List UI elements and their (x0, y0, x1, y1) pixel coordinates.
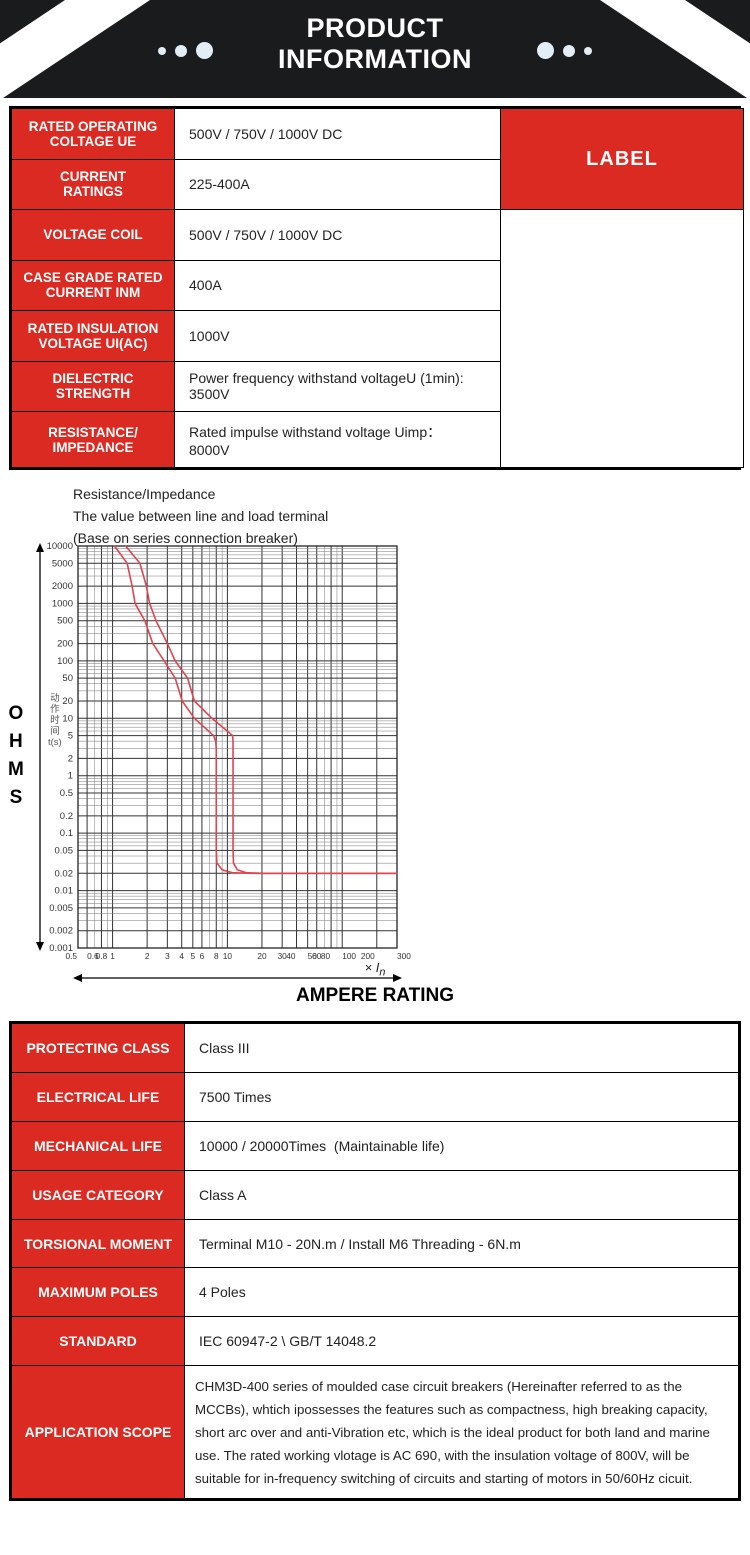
svg-text:0.02: 0.02 (55, 868, 74, 879)
svg-text:50: 50 (62, 673, 73, 684)
svg-text:500: 500 (57, 616, 73, 627)
svg-text:2000: 2000 (52, 581, 73, 592)
svg-text:10000: 10000 (47, 541, 73, 552)
svg-text:5000: 5000 (52, 558, 73, 569)
svg-text:1000: 1000 (52, 598, 73, 609)
svg-text:0.2: 0.2 (60, 811, 73, 822)
svg-text:0.005: 0.005 (49, 903, 73, 914)
svg-text:0.5: 0.5 (60, 788, 73, 799)
svg-text:10: 10 (62, 713, 73, 724)
svg-text:1: 1 (68, 771, 73, 782)
svg-text:200: 200 (57, 639, 73, 650)
svg-text:0.1: 0.1 (60, 828, 73, 839)
svg-text:5: 5 (68, 731, 73, 742)
svg-text:2: 2 (68, 753, 73, 764)
svg-text:0.01: 0.01 (55, 886, 74, 897)
svg-text:0.05: 0.05 (55, 845, 74, 856)
svg-text:0.002: 0.002 (49, 926, 73, 937)
svg-text:100: 100 (57, 656, 73, 667)
svg-text:20: 20 (62, 696, 73, 707)
